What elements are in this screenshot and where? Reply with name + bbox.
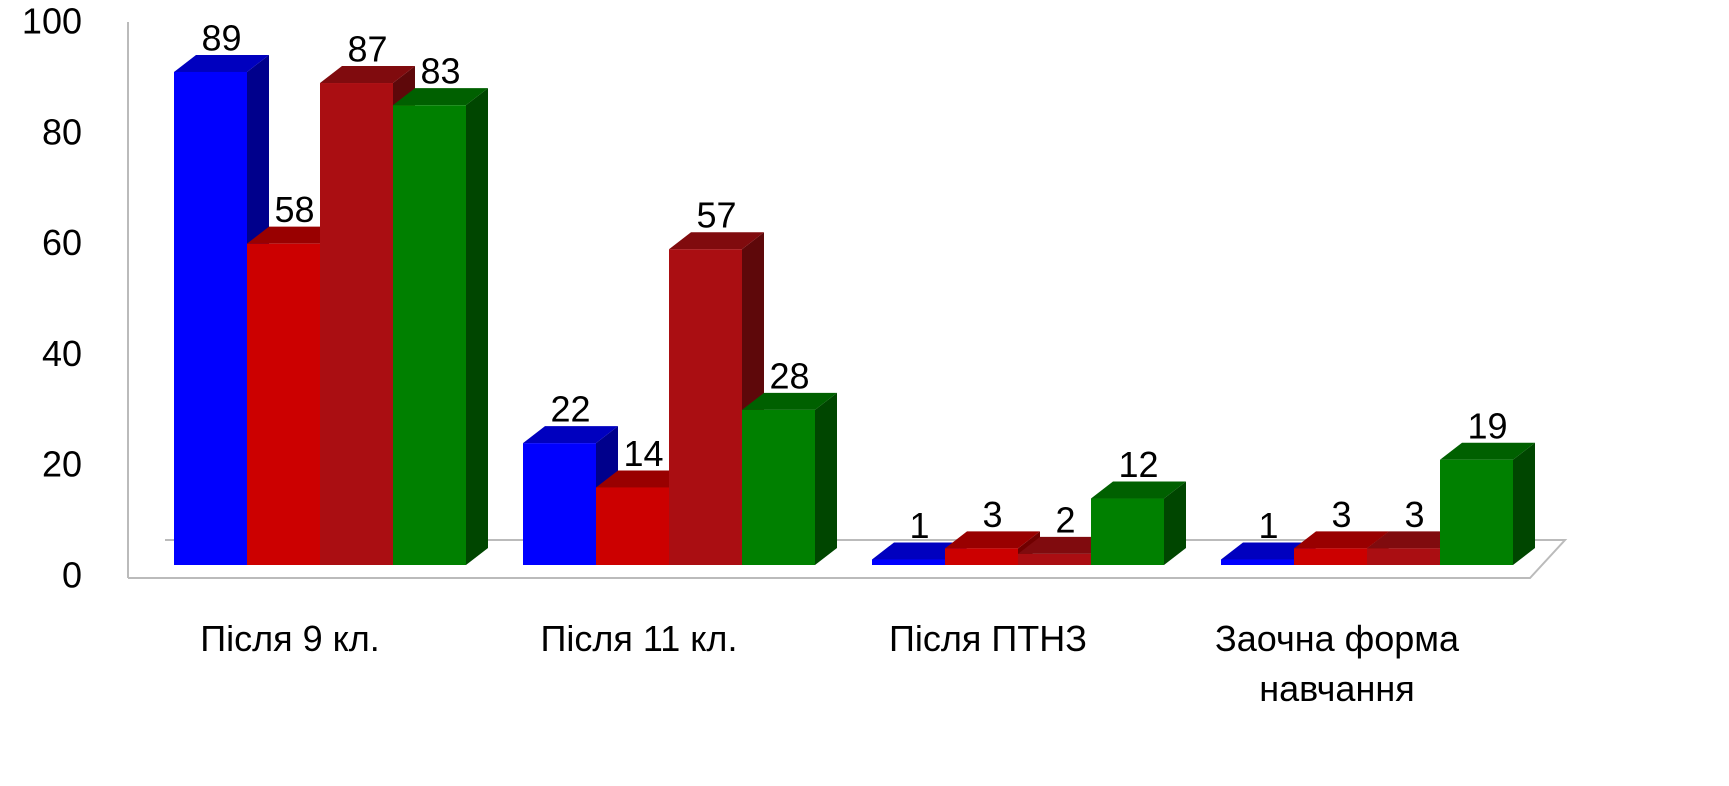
value-label: 58 bbox=[274, 189, 314, 230]
bar bbox=[320, 83, 393, 566]
bar-top bbox=[1091, 481, 1186, 499]
y-tick-label: 0 bbox=[62, 555, 82, 596]
bar-top bbox=[872, 542, 967, 560]
bar-top bbox=[1367, 531, 1462, 549]
bar-side bbox=[1164, 481, 1186, 565]
value-label: 1 bbox=[1258, 505, 1278, 546]
bar-top bbox=[1018, 536, 1113, 554]
bar-top bbox=[1221, 542, 1316, 560]
bar-top bbox=[247, 226, 342, 244]
bar bbox=[1294, 548, 1367, 565]
y-tick-label: 40 bbox=[42, 333, 82, 374]
bar-top bbox=[523, 426, 618, 444]
floor bbox=[128, 539, 1568, 579]
value-label: 3 bbox=[1331, 494, 1351, 535]
bar-top bbox=[320, 66, 415, 84]
value-label: 12 bbox=[1118, 444, 1158, 485]
bar-top bbox=[742, 392, 837, 410]
bar bbox=[523, 443, 596, 565]
bar bbox=[393, 105, 466, 566]
bar bbox=[247, 243, 320, 565]
value-label: 19 bbox=[1467, 405, 1507, 446]
bar-side bbox=[466, 88, 488, 566]
bar bbox=[1221, 559, 1294, 565]
bar bbox=[174, 71, 247, 565]
bar bbox=[945, 548, 1018, 565]
value-label: 89 bbox=[201, 17, 241, 58]
bar bbox=[1367, 548, 1440, 565]
bar-top bbox=[596, 470, 691, 488]
value-label: 22 bbox=[550, 389, 590, 430]
y-tick-label: 60 bbox=[42, 222, 82, 263]
bar bbox=[669, 249, 742, 565]
bar-top bbox=[669, 232, 764, 250]
value-label: 87 bbox=[347, 29, 387, 70]
bar-side bbox=[1513, 442, 1535, 565]
bar-top bbox=[1294, 531, 1389, 549]
bar bbox=[1018, 553, 1091, 565]
bar bbox=[742, 409, 815, 565]
x-tick-label: Заочна форма навчання bbox=[1214, 618, 1460, 709]
bar bbox=[1091, 498, 1164, 565]
value-label: 14 bbox=[623, 433, 663, 474]
y-tick-label: 20 bbox=[42, 444, 82, 485]
value-label: 83 bbox=[420, 51, 460, 92]
value-label: 3 bbox=[982, 494, 1002, 535]
y-tick-label: 80 bbox=[42, 111, 82, 152]
value-label: 3 bbox=[1404, 494, 1424, 535]
bar-top bbox=[945, 531, 1040, 549]
bar bbox=[872, 559, 945, 565]
bar bbox=[1440, 459, 1513, 565]
x-tick-label: Після ПТНЗ bbox=[889, 618, 1087, 659]
bar-top bbox=[1440, 442, 1535, 460]
x-tick-label: Після 9 кл. bbox=[200, 618, 380, 659]
value-label: 1 bbox=[909, 505, 929, 546]
bar-side bbox=[815, 392, 837, 565]
bar-top bbox=[174, 54, 269, 72]
value-label: 28 bbox=[769, 355, 809, 396]
value-label: 57 bbox=[696, 195, 736, 236]
bar-top bbox=[393, 88, 488, 106]
value-label: 2 bbox=[1055, 499, 1075, 540]
bar bbox=[596, 487, 669, 565]
x-tick-label: Після 11 кл. bbox=[540, 618, 738, 659]
y-tick-label: 100 bbox=[22, 1, 82, 42]
